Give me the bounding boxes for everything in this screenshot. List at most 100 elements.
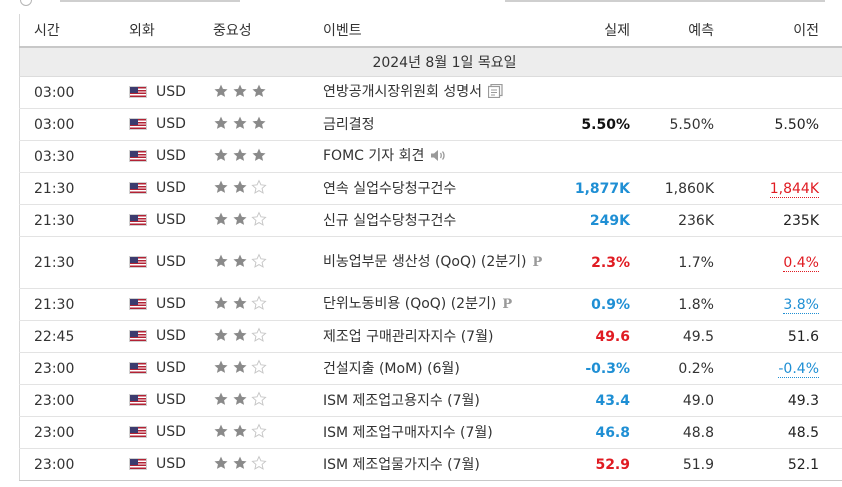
table-row[interactable]: 21:30 USD 비농업부문 생산성 (QoQ) (2분기) P 2.3% 1.7% 0.…: [19, 236, 842, 289]
table-row[interactable]: 03:00 USD 연방공개시장위원회 성명서: [19, 76, 842, 109]
event-actual: -0.3%: [543, 352, 630, 385]
star-empty-icon: [251, 359, 267, 375]
speaker-icon[interactable]: [430, 147, 446, 169]
event-forecast: 1.8%: [630, 288, 714, 321]
event-previous: 235K: [783, 212, 819, 229]
event-name[interactable]: ISM 제조업구매자지수 (7월): [323, 424, 493, 441]
col-header-time[interactable]: 시간: [19, 14, 129, 48]
event-name[interactable]: FOMC 기자 회견: [323, 147, 425, 164]
event-previous-cell: -0.4%: [714, 352, 842, 385]
event-currency: USD: [156, 455, 186, 472]
event-importance: [213, 172, 323, 205]
event-previous[interactable]: 0.4%: [783, 254, 819, 272]
event-currency: USD: [156, 391, 186, 408]
star-empty-icon: [251, 455, 267, 471]
preliminary-p-icon: P: [502, 297, 513, 312]
event-actual: 1,877K: [543, 172, 630, 205]
table-row[interactable]: 23:00 USD 건설지출 (MoM) (6월) -0.3% 0.2% -0.4%: [19, 352, 842, 385]
event-cell[interactable]: 신규 실업수당청구건수: [323, 204, 543, 237]
event-cell[interactable]: 건설지출 (MoM) (6월): [323, 352, 543, 385]
us-flag-icon: [129, 255, 147, 268]
event-currency-cell: USD: [129, 448, 213, 481]
event-importance: [213, 320, 323, 353]
event-name[interactable]: 금리결정: [323, 116, 375, 133]
event-name[interactable]: 신규 실업수당청구건수: [323, 212, 457, 229]
event-name[interactable]: 단위노동비용 (QoQ) (2분기): [323, 296, 497, 312]
event-name[interactable]: 제조업 구매관리자지수 (7월): [323, 328, 494, 345]
event-cell[interactable]: FOMC 기자 회견: [323, 140, 543, 173]
event-previous[interactable]: -0.4%: [778, 360, 819, 378]
event-name[interactable]: 비농업부문 생산성 (QoQ) (2분기): [323, 254, 527, 270]
document-icon[interactable]: [487, 83, 503, 105]
event-currency-cell: USD: [129, 320, 213, 353]
table-row[interactable]: 21:30 USD 단위노동비용 (QoQ) (2분기) P 0.9% 1.8% 3.8%: [19, 288, 842, 321]
event-actual: 49.6: [543, 320, 630, 353]
col-header-currency[interactable]: 외화: [129, 14, 213, 48]
event-cell[interactable]: 비농업부문 생산성 (QoQ) (2분기) P: [323, 236, 543, 289]
star-filled-icon: [213, 179, 229, 195]
header-row: 시간 외화 중요성 이벤트 실제 예측 이전: [19, 14, 842, 48]
event-importance: [213, 204, 323, 237]
event-name[interactable]: ISM 제조업고용지수 (7월): [323, 392, 480, 409]
event-name[interactable]: 건설지출 (MoM) (6월): [323, 360, 460, 377]
star-filled-icon: [213, 295, 229, 311]
event-name[interactable]: 연방공개시장위원회 성명서: [323, 83, 483, 100]
event-previous: 52.1: [787, 456, 819, 473]
event-time: 23:00: [19, 416, 129, 449]
us-flag-icon: [129, 85, 147, 98]
event-previous-cell: 52.1: [714, 448, 842, 481]
event-actual: 46.8: [543, 416, 630, 449]
event-currency: USD: [156, 115, 186, 132]
event-time: 21:30: [19, 236, 129, 289]
event-cell[interactable]: ISM 제조업구매자지수 (7월): [323, 416, 543, 449]
event-cell[interactable]: ISM 제조업고용지수 (7월): [323, 384, 543, 417]
us-flag-icon: [129, 425, 147, 438]
event-name[interactable]: ISM 제조업물가지수 (7월): [323, 456, 480, 473]
event-time: 03:30: [19, 140, 129, 173]
star-empty-icon: [251, 423, 267, 439]
event-previous-cell: 1,844K: [714, 172, 842, 205]
star-filled-icon: [232, 115, 248, 131]
table-row[interactable]: 23:00 USD ISM 제조업물가지수 (7월) 52.9 51.9 52.1: [19, 448, 842, 481]
col-header-importance[interactable]: 중요성: [213, 14, 323, 48]
col-header-forecast[interactable]: 예측: [630, 14, 714, 48]
event-previous-cell: 5.50%: [714, 108, 842, 141]
star-filled-icon: [213, 423, 229, 439]
event-previous-cell: 49.3: [714, 384, 842, 417]
col-header-event[interactable]: 이벤트: [323, 14, 543, 48]
event-previous-cell: [714, 140, 842, 173]
us-flag-icon: [129, 181, 147, 194]
event-time: 21:30: [19, 288, 129, 321]
event-currency: USD: [156, 211, 186, 228]
event-cell[interactable]: 단위노동비용 (QoQ) (2분기) P: [323, 288, 543, 321]
table-row[interactable]: 03:00 USD 금리결정 5.50% 5.50% 5.50%: [19, 108, 842, 141]
table-row[interactable]: 03:30 USD FOMC 기자 회견: [19, 140, 842, 173]
event-previous[interactable]: 3.8%: [783, 296, 819, 314]
col-header-actual[interactable]: 실제: [543, 14, 630, 48]
table-row[interactable]: 21:30 USD 연속 실업수당청구건수 1,877K 1,860K 1,844K: [19, 172, 842, 205]
event-cell[interactable]: 제조업 구매관리자지수 (7월): [323, 320, 543, 353]
event-cell[interactable]: 금리결정: [323, 108, 543, 141]
event-forecast: 49.5: [630, 320, 714, 353]
event-name[interactable]: 연속 실업수당청구건수: [323, 180, 457, 197]
event-currency-cell: USD: [129, 352, 213, 385]
event-previous-cell: [714, 76, 842, 109]
event-actual: 0.9%: [543, 288, 630, 321]
event-time: 03:00: [19, 76, 129, 109]
event-forecast: 0.2%: [630, 352, 714, 385]
event-cell[interactable]: 연속 실업수당청구건수: [323, 172, 543, 205]
event-cell[interactable]: 연방공개시장위원회 성명서: [323, 76, 543, 109]
star-filled-icon: [232, 327, 248, 343]
table-row[interactable]: 23:00 USD ISM 제조업구매자지수 (7월) 46.8 48.8 48.5: [19, 416, 842, 449]
table-row[interactable]: 22:45 USD 제조업 구매관리자지수 (7월) 49.6 49.5 51.6: [19, 320, 842, 353]
star-filled-icon: [232, 423, 248, 439]
table-row[interactable]: 21:30 USD 신규 실업수당청구건수 249K 236K 235K: [19, 204, 842, 237]
star-empty-icon: [251, 253, 267, 269]
event-importance: [213, 288, 323, 321]
table-row[interactable]: 23:00 USD ISM 제조업고용지수 (7월) 43.4 49.0 49.3: [19, 384, 842, 417]
event-previous[interactable]: 1,844K: [769, 180, 819, 198]
event-cell[interactable]: ISM 제조업물가지수 (7월): [323, 448, 543, 481]
event-importance: [213, 76, 323, 109]
col-header-previous[interactable]: 이전: [714, 14, 842, 48]
event-forecast: 5.50%: [630, 108, 714, 141]
